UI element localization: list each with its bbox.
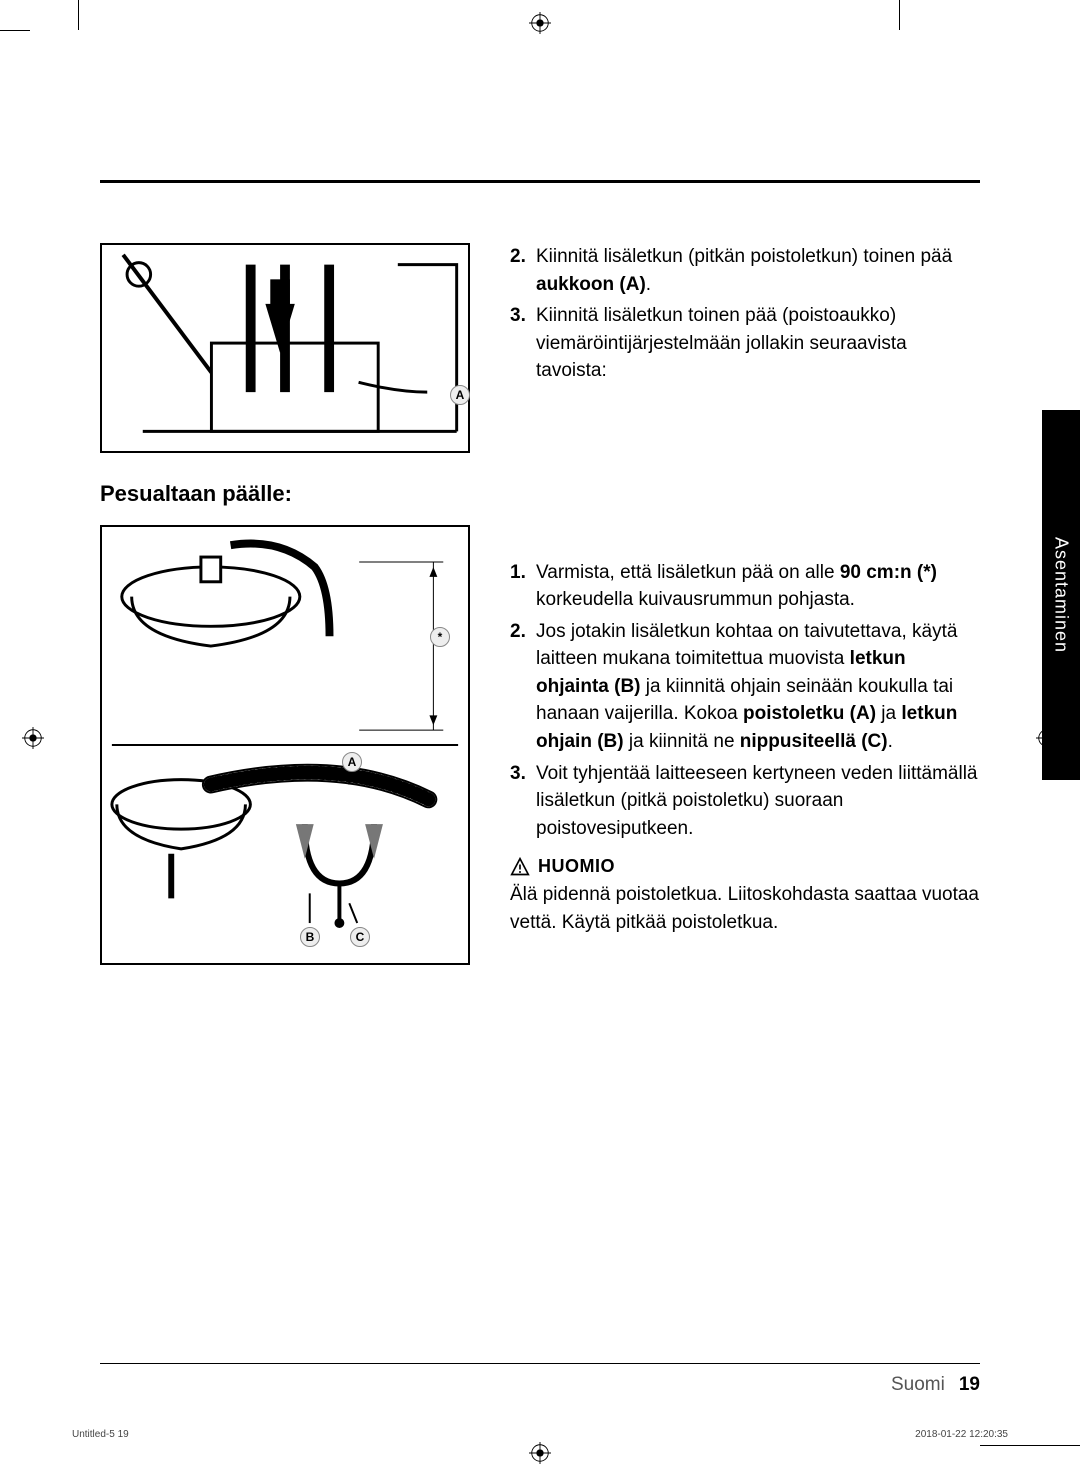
step-number: 1.	[510, 559, 536, 614]
steps-list-1: 2. Kiinnitä lisäletkun (pitkän poistolet…	[510, 243, 980, 385]
step-item: 3. Voit tyhjentää laitteeseen kertyneen …	[510, 760, 980, 843]
step-number: 2.	[510, 618, 536, 756]
figure-sink-drain: * A B C	[100, 525, 470, 965]
steps-list-2: 1. Varmista, että lisäletkun pää on alle…	[510, 559, 980, 842]
step-text: Jos jotakin lisäletkun kohtaa on taivute…	[536, 618, 980, 756]
step-number: 3.	[510, 302, 536, 385]
section-title: Pesualtaan päälle:	[100, 481, 470, 507]
step-text: Kiinnitä lisäletkun toinen pää (poistoau…	[536, 302, 980, 385]
callout-c: C	[350, 927, 370, 947]
crop-mark	[78, 0, 79, 30]
page-body: A Pesualtaan päälle:	[100, 80, 980, 1396]
registration-mark-icon	[529, 1442, 551, 1464]
print-meta-left: Untitled-5 19	[72, 1429, 129, 1440]
callout-star: *	[430, 627, 450, 647]
step-text: Kiinnitä lisäletkun (pitkän poistoletkun…	[536, 243, 980, 298]
step-text: Voit tyhjentää laitteeseen kertyneen ved…	[536, 760, 980, 843]
page-footer: Suomi 19	[100, 1363, 980, 1396]
step-item: 2. Jos jotakin lisäletkun kohtaa on taiv…	[510, 618, 980, 756]
print-meta-right: 2018-01-22 12:20:35	[915, 1429, 1008, 1440]
callout-b: B	[300, 927, 320, 947]
caution-heading: HUOMIO	[510, 856, 980, 877]
registration-mark-icon	[529, 12, 551, 34]
callout-a: A	[450, 385, 470, 405]
step-number: 2.	[510, 243, 536, 298]
figure-hose-port: A	[100, 243, 470, 453]
step-item: 3. Kiinnitä lisäletkun toinen pää (poist…	[510, 302, 980, 385]
step-text: Varmista, että lisäletkun pää on alle 90…	[536, 559, 980, 614]
top-rule	[100, 180, 980, 183]
section-tab: Asentaminen	[1042, 410, 1080, 780]
caution-text: Älä pidennä poistoletkua. Liitoskohdasta…	[510, 881, 980, 936]
registration-mark-icon	[22, 727, 44, 749]
section-tab-label: Asentaminen	[1051, 537, 1072, 653]
crop-mark	[0, 30, 30, 31]
warning-icon	[510, 857, 530, 877]
caution-label: HUOMIO	[538, 856, 615, 877]
footer-language: Suomi	[891, 1374, 945, 1396]
crop-mark	[899, 0, 900, 30]
callout-a2: A	[342, 752, 362, 772]
step-item: 1. Varmista, että lisäletkun pää on alle…	[510, 559, 980, 614]
crop-mark	[980, 1445, 1080, 1446]
step-number: 3.	[510, 760, 536, 843]
step-item: 2. Kiinnitä lisäletkun (pitkän poistolet…	[510, 243, 980, 298]
footer-page-number: 19	[959, 1374, 980, 1396]
